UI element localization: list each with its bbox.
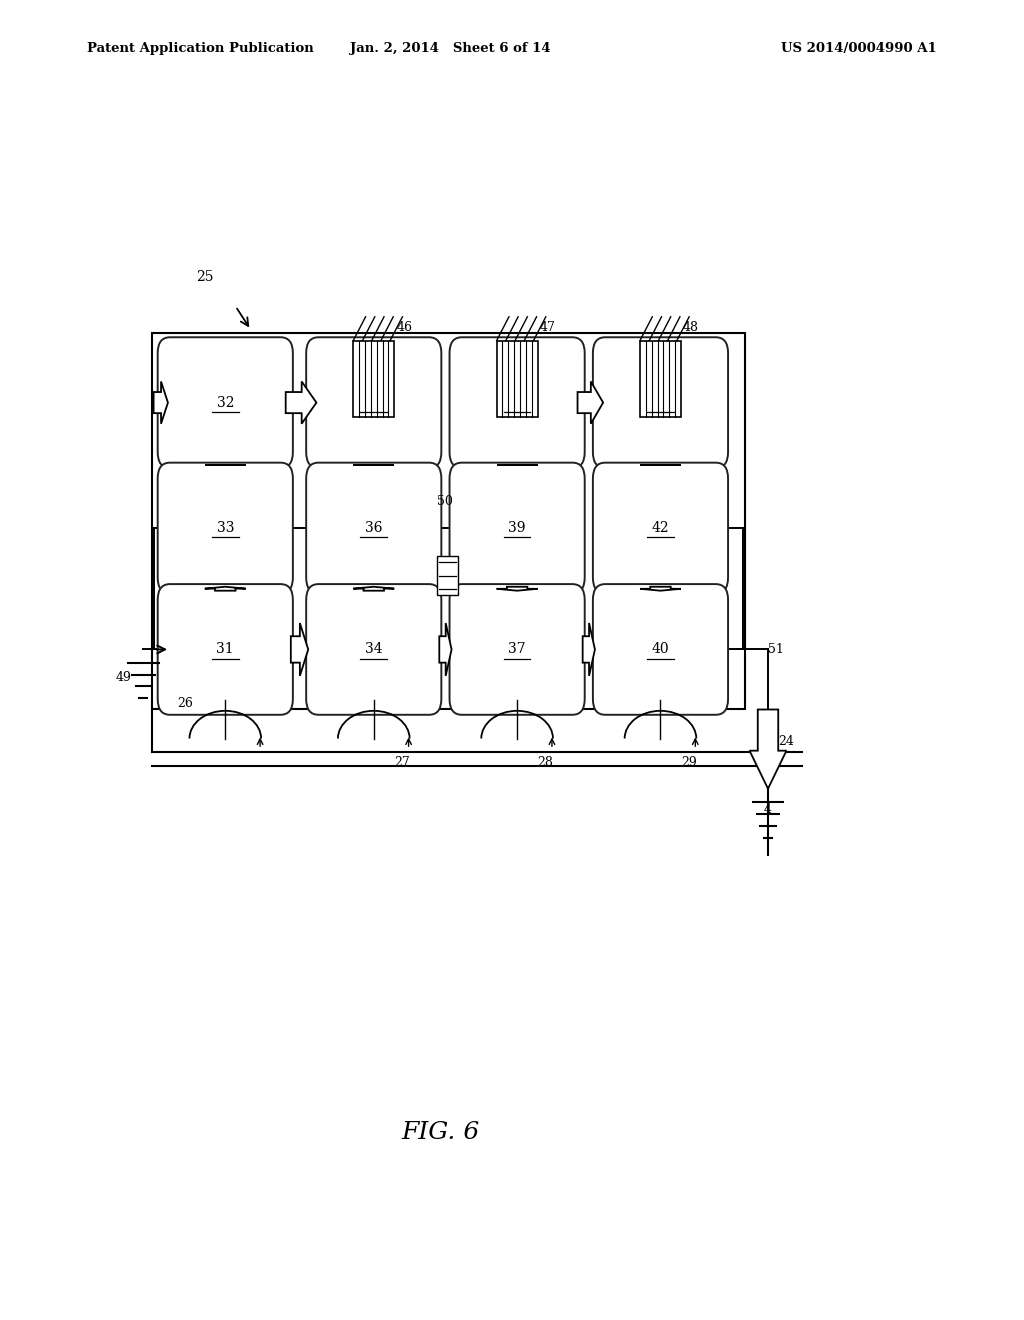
Bar <box>152 333 745 709</box>
Text: 39: 39 <box>508 521 526 535</box>
FancyBboxPatch shape <box>158 338 293 469</box>
Text: 34: 34 <box>365 643 383 656</box>
Text: 27: 27 <box>394 756 410 768</box>
FancyBboxPatch shape <box>306 338 441 469</box>
Text: Patent Application Publication: Patent Application Publication <box>87 42 313 55</box>
Text: 36: 36 <box>365 521 383 535</box>
Polygon shape <box>353 586 394 591</box>
Text: 47: 47 <box>540 321 556 334</box>
Bar <box>353 341 394 417</box>
FancyBboxPatch shape <box>450 338 585 469</box>
FancyBboxPatch shape <box>306 583 441 715</box>
Polygon shape <box>154 381 168 424</box>
Polygon shape <box>640 586 681 591</box>
Polygon shape <box>205 586 246 591</box>
Text: 50: 50 <box>437 495 454 508</box>
Polygon shape <box>578 381 603 424</box>
Bar <box>437 556 458 595</box>
Polygon shape <box>291 623 308 676</box>
Text: 31: 31 <box>216 643 234 656</box>
FancyBboxPatch shape <box>158 463 293 594</box>
FancyBboxPatch shape <box>593 463 728 594</box>
Text: Jan. 2, 2014   Sheet 6 of 14: Jan. 2, 2014 Sheet 6 of 14 <box>350 42 551 55</box>
FancyBboxPatch shape <box>593 583 728 715</box>
Polygon shape <box>750 710 786 788</box>
Polygon shape <box>497 586 538 591</box>
Polygon shape <box>583 623 595 676</box>
Text: 48: 48 <box>683 321 699 334</box>
Text: 29: 29 <box>681 756 696 768</box>
Text: 41: 41 <box>651 396 670 409</box>
Text: 42: 42 <box>651 521 670 535</box>
Text: US 2014/0004990 A1: US 2014/0004990 A1 <box>781 42 937 55</box>
FancyBboxPatch shape <box>450 583 585 715</box>
Text: 33: 33 <box>216 521 234 535</box>
Bar <box>640 341 681 417</box>
Polygon shape <box>286 381 316 424</box>
FancyBboxPatch shape <box>306 463 441 594</box>
Polygon shape <box>439 623 452 676</box>
Text: 4: 4 <box>764 803 772 816</box>
Text: 38: 38 <box>508 396 526 409</box>
Text: 28: 28 <box>538 756 554 768</box>
Text: 35: 35 <box>365 396 383 409</box>
Text: 49: 49 <box>115 671 131 684</box>
Text: 46: 46 <box>396 321 413 334</box>
FancyBboxPatch shape <box>593 338 728 469</box>
Text: 32: 32 <box>216 396 234 409</box>
Text: 25: 25 <box>196 271 214 284</box>
Text: 40: 40 <box>651 643 670 656</box>
Text: 26: 26 <box>177 697 194 710</box>
Bar <box>497 341 538 417</box>
FancyBboxPatch shape <box>450 463 585 594</box>
Text: FIG. 6: FIG. 6 <box>401 1121 479 1144</box>
Text: 51: 51 <box>768 643 784 656</box>
Text: 24: 24 <box>778 735 795 748</box>
Text: 37: 37 <box>508 643 526 656</box>
FancyBboxPatch shape <box>158 583 293 715</box>
